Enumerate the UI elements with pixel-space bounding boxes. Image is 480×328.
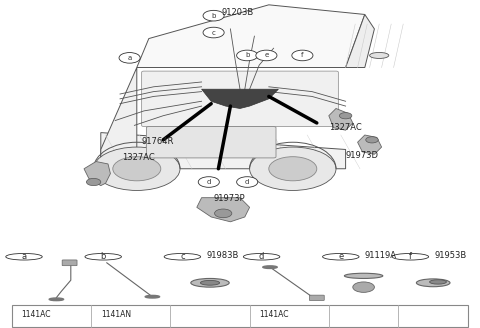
Text: a: a (128, 55, 132, 61)
Ellipse shape (191, 278, 229, 287)
Text: 91973D: 91973D (346, 151, 379, 160)
Circle shape (85, 254, 121, 260)
Text: 91983B: 91983B (206, 251, 239, 260)
Polygon shape (101, 133, 346, 169)
Circle shape (203, 10, 224, 21)
Circle shape (250, 147, 336, 191)
Circle shape (86, 178, 101, 186)
Circle shape (339, 113, 352, 119)
Polygon shape (329, 109, 353, 130)
Ellipse shape (430, 280, 446, 284)
FancyBboxPatch shape (62, 260, 77, 266)
Circle shape (113, 157, 161, 181)
FancyBboxPatch shape (310, 295, 324, 300)
Text: b: b (211, 13, 216, 19)
Circle shape (263, 266, 277, 268)
Circle shape (94, 147, 180, 191)
Circle shape (6, 254, 42, 260)
Circle shape (269, 157, 317, 181)
Text: c: c (212, 30, 216, 35)
Text: b: b (100, 252, 106, 261)
Text: 91203B: 91203B (221, 9, 254, 17)
Ellipse shape (353, 282, 374, 292)
Polygon shape (197, 198, 250, 222)
Ellipse shape (345, 273, 383, 278)
Polygon shape (84, 161, 110, 186)
Text: f: f (301, 52, 304, 58)
Polygon shape (346, 14, 374, 68)
Circle shape (323, 254, 359, 260)
Text: a: a (22, 252, 26, 261)
Text: d: d (245, 179, 250, 185)
Circle shape (119, 52, 140, 63)
Text: d: d (259, 252, 264, 261)
Text: f: f (409, 252, 412, 261)
Circle shape (292, 50, 313, 61)
Text: b: b (245, 52, 250, 58)
Text: 91764R: 91764R (142, 136, 174, 146)
Circle shape (256, 50, 277, 61)
FancyBboxPatch shape (142, 71, 338, 127)
Text: 1141AN: 1141AN (101, 311, 131, 319)
Text: d: d (206, 179, 211, 185)
Polygon shape (137, 5, 365, 68)
Text: 91953B: 91953B (434, 251, 467, 260)
Ellipse shape (201, 280, 220, 285)
Circle shape (203, 27, 224, 38)
Text: 1141AC: 1141AC (22, 311, 51, 319)
Circle shape (243, 254, 280, 260)
Circle shape (237, 177, 258, 187)
FancyBboxPatch shape (146, 127, 276, 158)
Text: 1327AC: 1327AC (122, 154, 155, 162)
Circle shape (237, 50, 258, 61)
Polygon shape (202, 89, 278, 109)
Circle shape (215, 209, 232, 218)
Ellipse shape (370, 52, 389, 58)
Circle shape (392, 254, 429, 260)
Text: 91119A: 91119A (365, 251, 397, 260)
Polygon shape (358, 135, 382, 154)
Text: 91973P: 91973P (214, 195, 245, 203)
Circle shape (366, 137, 378, 143)
Ellipse shape (416, 279, 450, 287)
Text: c: c (180, 252, 185, 261)
Text: e: e (338, 252, 343, 261)
Circle shape (145, 296, 159, 298)
Circle shape (49, 298, 63, 301)
Bar (12, 305, 468, 327)
Text: 1141AC: 1141AC (259, 311, 288, 319)
Text: 1327AC: 1327AC (329, 123, 361, 132)
Text: e: e (264, 52, 268, 58)
Circle shape (164, 254, 201, 260)
Polygon shape (101, 68, 137, 169)
Circle shape (198, 177, 219, 187)
